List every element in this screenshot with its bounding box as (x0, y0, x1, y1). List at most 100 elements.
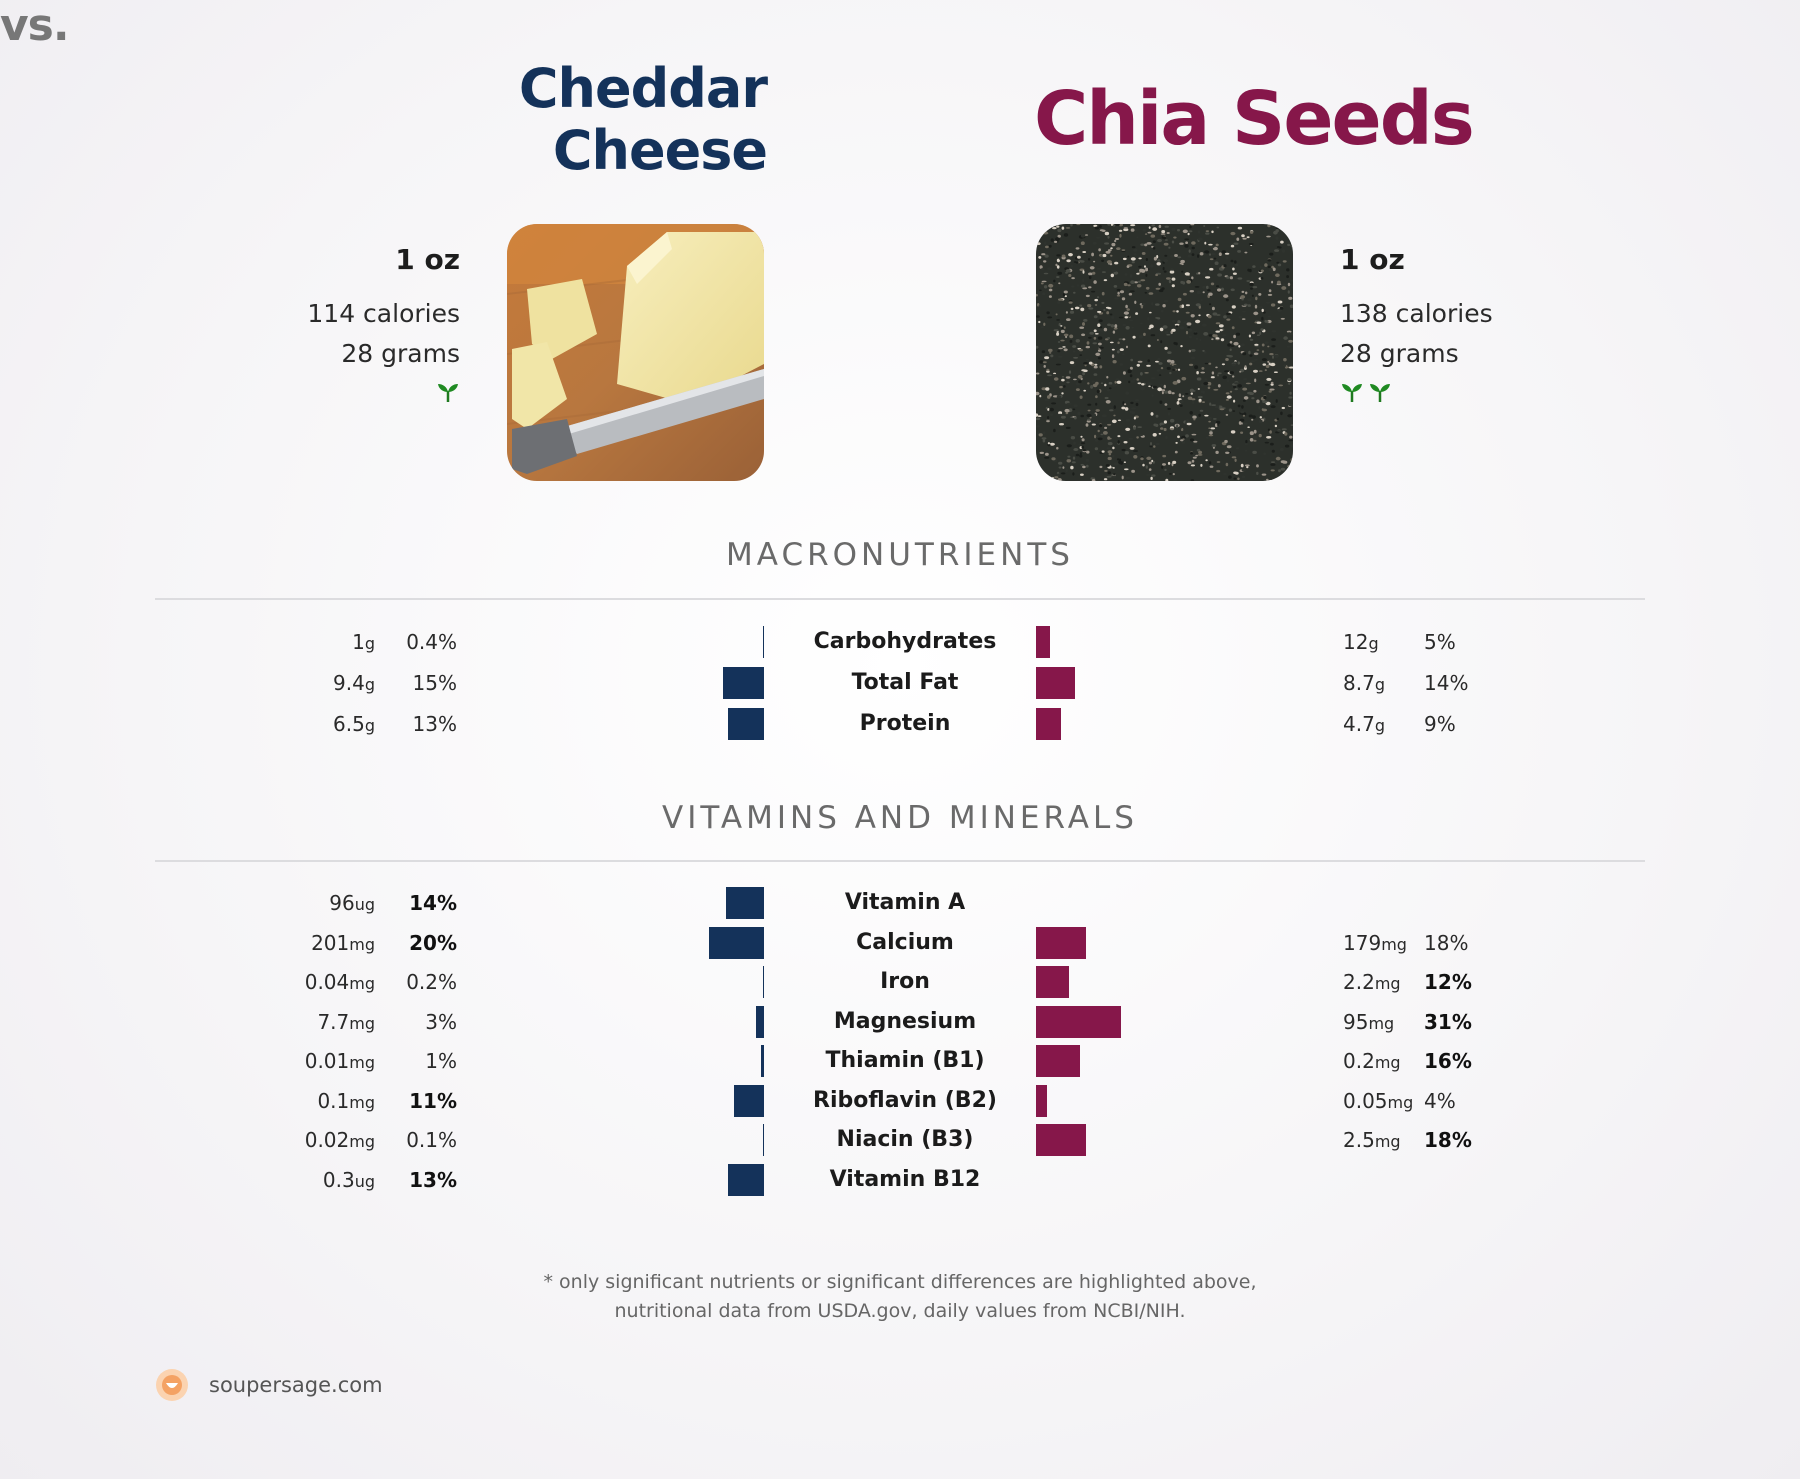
left-amount: 0.1mg (317, 1081, 375, 1121)
left-percent: 15% (412, 671, 457, 695)
left-percent: 20% (409, 930, 457, 955)
footnote-line1: * only significant nutrients or signific… (543, 1271, 1257, 1293)
right-bar (1036, 966, 1069, 998)
nutrient-name: Magnesium (833, 1008, 977, 1034)
left-percent: 13% (409, 1167, 457, 1192)
nutrient-name: Niacin (B3) (836, 1127, 974, 1152)
right-bar (1036, 708, 1061, 740)
left-amount-unit: ug (354, 1171, 375, 1191)
vitamins-heading: VITAMINS AND MINERALS (662, 800, 1138, 836)
right-calories: 138 calories (1340, 299, 1493, 328)
left-percent: 13% (412, 712, 457, 736)
right-bar (1036, 667, 1075, 699)
macronutrients-divider (155, 598, 1645, 600)
left-amount: 201mg (311, 923, 375, 963)
left-bar (755, 1005, 764, 1038)
right-food-title: Chia Seeds (1034, 76, 1475, 162)
left-amount: 7.7mg (317, 1002, 375, 1042)
left-grams: 28 grams (341, 339, 460, 368)
left-percent: 11% (409, 1088, 457, 1113)
left-amount-unit: g (364, 675, 375, 694)
left-amount: 0.3ug (323, 1160, 375, 1200)
right-bar (1036, 1124, 1086, 1156)
macronutrients-heading: MACRONUTRIENTS (726, 537, 1074, 573)
right-bar (1036, 926, 1086, 959)
right-amount-value: 95 (1343, 1009, 1369, 1034)
left-amount: 0.04mg (305, 962, 375, 1002)
sprout-icon (1370, 384, 1390, 402)
left-percent: 3% (425, 1009, 457, 1034)
left-amount-value: 0.01 (304, 1049, 350, 1073)
left-amount-value: 6.5 (333, 712, 365, 736)
brand[interactable]: soupersage.com (155, 1368, 383, 1402)
left-amount: 1g (352, 622, 375, 662)
left-amount-unit: mg (349, 974, 375, 993)
left-bar (728, 1163, 764, 1196)
right-amount-value: 2.5 (1343, 1128, 1375, 1152)
left-amount-value: 7.7 (317, 1009, 350, 1034)
left-amount-value: 0.3 (322, 1167, 355, 1192)
right-sprout-rating (1340, 380, 1493, 410)
left-bar (762, 626, 764, 658)
brand-link[interactable]: soupersage.com (209, 1373, 383, 1397)
right-bar (1036, 1005, 1122, 1038)
right-percent: 16% (1424, 1049, 1472, 1073)
right-grams: 28 grams (1340, 339, 1459, 368)
nutrient-row: 0.01mg 1% Thiamin (B1) 0.2mg 16% (0, 1041, 1800, 1081)
left-amount-value: 201 (311, 930, 350, 955)
nutrient-name: Vitamin A (844, 890, 966, 915)
nutrient-row: 201mg 20% Calcium 179mg 18% (0, 923, 1800, 963)
left-amount-value: 0.1 (317, 1088, 350, 1113)
right-percent: 9% (1424, 712, 1456, 736)
sprout-icon (1342, 384, 1362, 402)
chia-seeds-photo (1036, 224, 1293, 481)
right-amount-value: 4.7 (1343, 712, 1375, 736)
left-amount-unit: mg (349, 1053, 375, 1072)
left-bar (722, 667, 764, 699)
left-percent: 14% (409, 891, 457, 915)
nutrient-row: 7.7mg 3% Magnesium 95mg 31% (0, 1002, 1800, 1042)
left-bar (762, 966, 764, 998)
right-percent: 14% (1424, 671, 1469, 695)
left-amount-unit: ug (354, 895, 375, 914)
nutrient-name: Thiamin (B1) (825, 1048, 985, 1073)
right-amount-value: 8.7 (1343, 671, 1375, 695)
left-percent: 0.2% (406, 970, 457, 994)
nutrient-name: Iron (880, 969, 930, 994)
left-amount-unit: mg (349, 934, 375, 954)
left-bar (728, 708, 764, 740)
left-percent: 1% (425, 1049, 457, 1073)
nutrient-name: Vitamin B12 (829, 1166, 981, 1192)
right-serving-size: 1 oz (1340, 243, 1405, 276)
nutrient-row: 6.5g 13% Protein 4.7g 9% (0, 704, 1800, 744)
nutrient-name: Total Fat (851, 670, 959, 695)
right-bar (1036, 1045, 1080, 1077)
left-bar (725, 887, 764, 919)
footnote: * only significant nutrients or signific… (0, 1268, 1800, 1326)
left-amount-value: 0.02 (304, 1128, 350, 1152)
cheddar-cheese-photo (507, 224, 764, 481)
right-amount: 0.2mg (1343, 1041, 1401, 1081)
left-amount-unit: mg (349, 1132, 375, 1151)
left-calories: 114 calories (307, 299, 460, 328)
right-amount-unit: mg (1374, 974, 1401, 993)
left-amount: 9.4g (333, 663, 375, 703)
cheese-illustration (507, 224, 764, 481)
nutrient-name: Calcium (856, 929, 954, 955)
right-percent: 5% (1424, 630, 1456, 654)
nutrient-name: Protein (859, 711, 951, 736)
left-amount-unit: mg (349, 1092, 375, 1112)
left-amount-unit: mg (349, 1013, 375, 1033)
nutrient-row: 1g 0.4% Carbohydrates 12 g 5% (0, 622, 1800, 662)
right-amount-unit: mg (1374, 1053, 1401, 1072)
left-bar (709, 926, 764, 959)
left-percent: 0.1% (406, 1128, 457, 1152)
right-amount-value: 0.05 (1343, 1088, 1388, 1113)
right-amount: 2.2mg (1343, 962, 1401, 1002)
right-amount-value: 12 (1343, 630, 1369, 654)
left-amount-unit: g (364, 634, 375, 653)
left-percent: 0.4% (406, 630, 457, 654)
right-amount-unit: mg (1381, 934, 1407, 954)
nutrient-name: Carbohydrates (813, 629, 997, 654)
right-percent: 18% (1424, 1128, 1472, 1152)
